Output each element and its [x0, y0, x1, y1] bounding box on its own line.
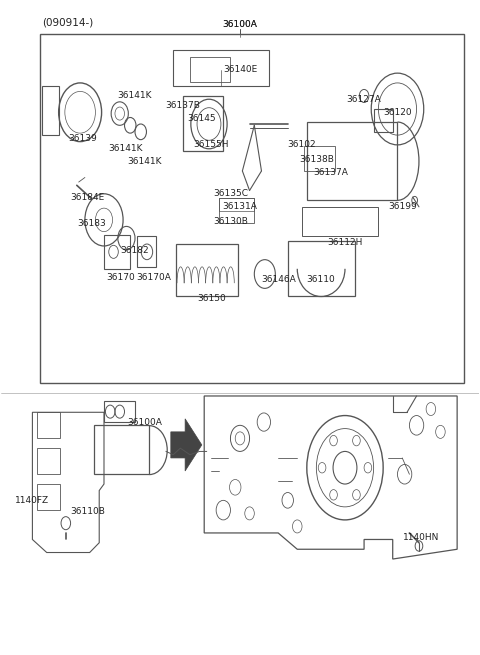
- Text: 36100A: 36100A: [223, 20, 257, 29]
- Text: 36145: 36145: [188, 114, 216, 123]
- Text: 36130B: 36130B: [213, 217, 248, 226]
- Text: 36110B: 36110B: [70, 507, 105, 516]
- Text: 36137B: 36137B: [165, 102, 200, 110]
- Text: 36184E: 36184E: [70, 193, 105, 202]
- Text: 1140HN: 1140HN: [403, 533, 440, 542]
- Text: 36112H: 36112H: [327, 238, 363, 247]
- Text: 36199: 36199: [388, 202, 417, 212]
- Text: 36100A: 36100A: [223, 20, 257, 29]
- Text: 36141K: 36141K: [118, 92, 152, 100]
- Text: 36155H: 36155H: [193, 140, 229, 149]
- Text: 36141K: 36141K: [108, 143, 143, 153]
- Text: 36183: 36183: [78, 219, 107, 228]
- Text: 36170A: 36170A: [137, 272, 171, 282]
- Text: 1140FZ: 1140FZ: [15, 496, 49, 505]
- Text: 36146A: 36146A: [261, 275, 296, 284]
- Text: (090914-): (090914-): [42, 18, 93, 28]
- Text: 36131A: 36131A: [223, 202, 257, 212]
- Text: 36170: 36170: [106, 272, 135, 282]
- Text: 36140E: 36140E: [223, 66, 257, 75]
- Text: 36182: 36182: [120, 246, 149, 255]
- Text: 36137A: 36137A: [313, 168, 348, 177]
- Text: 36120: 36120: [383, 108, 412, 117]
- Text: 36150: 36150: [197, 293, 226, 303]
- Text: 36100A: 36100A: [127, 418, 162, 426]
- Text: 36135C: 36135C: [213, 189, 248, 198]
- Polygon shape: [171, 419, 202, 471]
- Text: 36102: 36102: [288, 140, 316, 149]
- Text: 36138B: 36138B: [299, 155, 334, 164]
- Text: 36139: 36139: [68, 134, 97, 143]
- Text: 36110: 36110: [307, 275, 336, 284]
- Text: 36127A: 36127A: [347, 95, 382, 103]
- Text: 36141K: 36141K: [127, 157, 162, 166]
